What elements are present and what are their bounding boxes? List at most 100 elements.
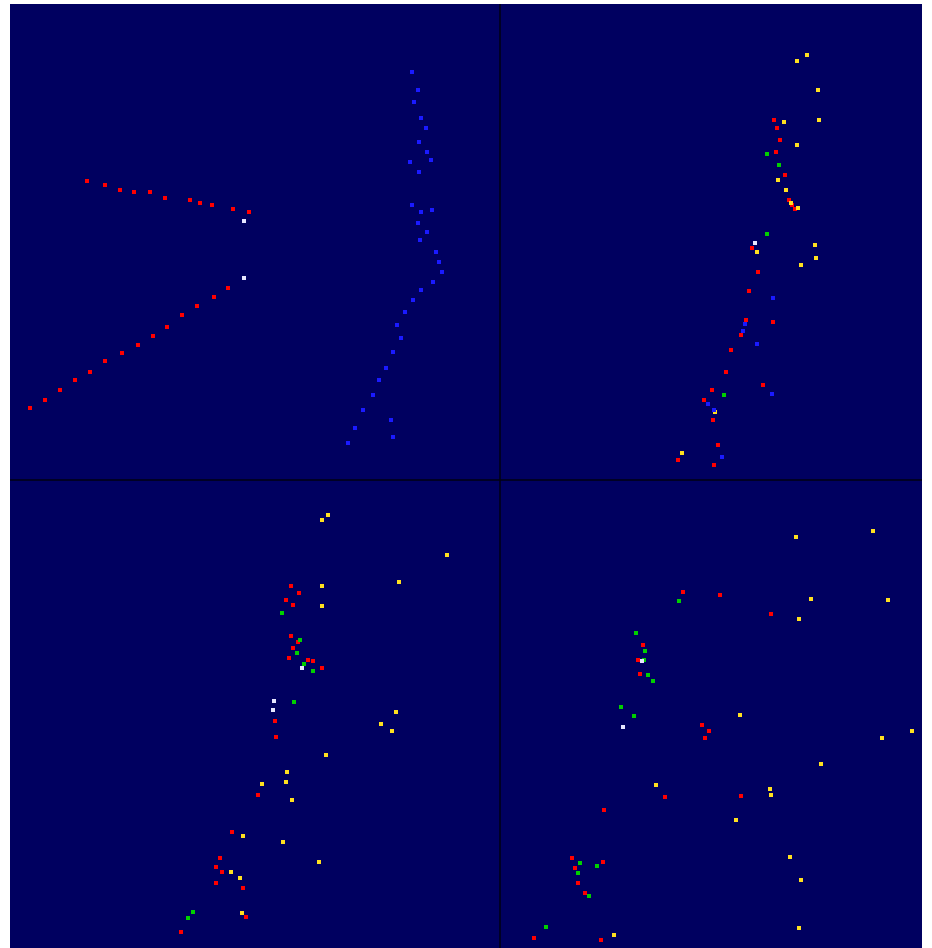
red-hit-marker <box>570 856 574 860</box>
red-hit-marker <box>729 348 733 352</box>
blue-hit-marker <box>403 310 407 314</box>
blue-hit-marker <box>425 150 429 154</box>
yellow-hit-marker <box>809 597 813 601</box>
red-hit-marker <box>132 190 136 194</box>
yellow-hit-marker <box>285 770 289 774</box>
green-hit-marker <box>295 651 299 655</box>
blue-hit-marker <box>419 116 423 120</box>
red-hit-marker <box>702 398 706 402</box>
yellow-hit-marker <box>612 933 616 937</box>
yellow-hit-marker <box>755 250 759 254</box>
red-hit-marker <box>744 318 748 322</box>
red-hit-marker <box>681 590 685 594</box>
yellow-hit-marker <box>324 753 328 757</box>
blue-hit-marker <box>391 435 395 439</box>
blue-hit-marker <box>434 250 438 254</box>
panel-bottom-left[interactable] <box>10 480 500 948</box>
yellow-hit-marker <box>680 451 684 455</box>
red-hit-marker <box>291 646 295 650</box>
green-hit-marker <box>191 910 195 914</box>
yellow-hit-marker <box>290 798 294 802</box>
red-hit-marker <box>180 313 184 317</box>
red-hit-marker <box>707 729 711 733</box>
yellow-hit-marker <box>379 722 383 726</box>
panel-bottom-right[interactable] <box>500 480 922 948</box>
red-hit-marker <box>210 203 214 207</box>
yellow-hit-marker <box>229 870 233 874</box>
red-hit-marker <box>583 891 587 895</box>
red-hit-marker <box>638 672 642 676</box>
yellow-hit-marker <box>796 206 800 210</box>
red-hit-marker <box>165 325 169 329</box>
blue-hit-marker <box>395 323 399 327</box>
panel-top-right[interactable] <box>500 4 922 480</box>
yellow-hit-marker <box>284 780 288 784</box>
green-hit-marker <box>578 861 582 865</box>
yellow-hit-marker <box>326 513 330 517</box>
blue-hit-marker <box>771 296 775 300</box>
blue-hit-marker <box>419 210 423 214</box>
green-hit-marker <box>544 925 548 929</box>
blue-hit-marker <box>371 393 375 397</box>
blue-hit-marker <box>431 280 435 284</box>
green-hit-marker <box>280 611 284 615</box>
red-hit-marker <box>247 210 251 214</box>
blue-hit-marker <box>440 270 444 274</box>
red-hit-marker <box>287 656 291 660</box>
blue-hit-marker <box>424 126 428 130</box>
red-hit-marker <box>663 795 667 799</box>
red-hit-marker <box>747 289 751 293</box>
green-hit-marker <box>677 599 681 603</box>
yellow-hit-marker <box>814 256 818 260</box>
red-hit-marker <box>212 295 216 299</box>
red-hit-marker <box>289 584 293 588</box>
yellow-hit-marker <box>738 713 742 717</box>
red-hit-marker <box>783 173 787 177</box>
blue-hit-marker <box>408 160 412 164</box>
yellow-hit-marker <box>816 88 820 92</box>
yellow-hit-marker <box>240 911 244 915</box>
red-hit-marker <box>73 378 77 382</box>
white-hit-marker <box>242 276 246 280</box>
yellow-hit-marker <box>886 598 890 602</box>
red-hit-marker <box>761 383 765 387</box>
blue-hit-marker <box>361 408 365 412</box>
red-hit-marker <box>120 351 124 355</box>
blue-hit-marker <box>389 418 393 422</box>
yellow-hit-marker <box>397 580 401 584</box>
red-hit-marker <box>88 370 92 374</box>
white-hit-marker <box>621 725 625 729</box>
red-hit-marker <box>218 856 222 860</box>
yellow-hit-marker <box>880 736 884 740</box>
red-hit-marker <box>576 881 580 885</box>
blue-hit-marker <box>412 100 416 104</box>
green-hit-marker <box>777 163 781 167</box>
red-hit-marker <box>226 286 230 290</box>
yellow-hit-marker <box>317 860 321 864</box>
red-hit-marker <box>297 591 301 595</box>
red-hit-marker <box>220 870 224 874</box>
blue-hit-marker <box>425 230 429 234</box>
red-hit-marker <box>231 207 235 211</box>
yellow-hit-marker <box>795 143 799 147</box>
red-hit-marker <box>775 126 779 130</box>
red-hit-marker <box>148 190 152 194</box>
white-hit-marker <box>300 666 304 670</box>
blue-hit-marker <box>741 329 745 333</box>
green-hit-marker <box>651 679 655 683</box>
panel-top-left[interactable] <box>10 4 500 480</box>
red-hit-marker <box>244 915 248 919</box>
red-hit-marker <box>771 320 775 324</box>
green-hit-marker <box>646 673 650 677</box>
blue-hit-marker <box>417 170 421 174</box>
blue-hit-marker <box>437 260 441 264</box>
blue-hit-marker <box>720 455 724 459</box>
yellow-hit-marker <box>795 59 799 63</box>
red-hit-marker <box>636 658 640 662</box>
yellow-hit-marker <box>768 787 772 791</box>
red-hit-marker <box>716 443 720 447</box>
red-hit-marker <box>306 658 310 662</box>
red-hit-marker <box>43 398 47 402</box>
